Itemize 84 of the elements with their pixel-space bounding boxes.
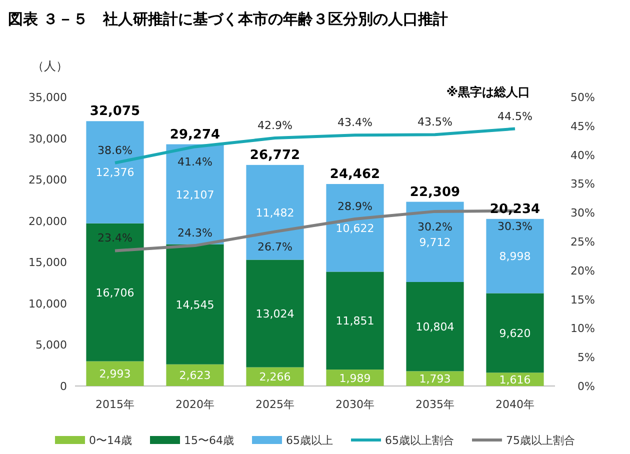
y-tick-label: 10,000: [28, 297, 67, 310]
bar: [166, 244, 224, 364]
data-label: 41.4%: [178, 156, 212, 169]
x-tick-label: 2025年: [256, 398, 294, 411]
annotation: ※黒字は総人口: [446, 85, 530, 99]
data-label: 43.5%: [418, 116, 452, 129]
data-label: 11,482: [256, 206, 294, 220]
y-tick-label: 15,000: [28, 256, 67, 270]
bar: [486, 293, 544, 373]
y2-tick-label: 15%: [570, 293, 595, 306]
data-label: 30.3%: [498, 220, 532, 233]
y-tick-label: 30,000: [28, 132, 67, 146]
data-label: 12,107: [176, 188, 214, 202]
data-label: 30.2%: [418, 220, 452, 234]
data-label: 11,851: [336, 314, 374, 328]
bar: [86, 223, 144, 362]
y-tick-label: 35,000: [28, 91, 67, 104]
bar: [326, 184, 384, 272]
data-label: 9,620: [499, 326, 531, 340]
bar: [246, 260, 304, 368]
data-label: 2,623: [179, 369, 211, 382]
data-label: 44.5%: [498, 110, 532, 123]
y2-tick-label: 10%: [570, 322, 595, 336]
data-label: 38.6%: [98, 144, 132, 157]
bar: [406, 282, 464, 372]
x-tick-label: 2035年: [416, 398, 454, 411]
legend-label: 15〜64歳: [184, 434, 234, 447]
data-label: 1,793: [419, 372, 451, 386]
total-label: 20,234: [490, 202, 540, 217]
x-tick-label: 2020年: [176, 398, 214, 411]
bar: [406, 202, 464, 282]
y2-tick-label: 5%: [578, 351, 595, 364]
total-label: 24,462: [330, 167, 380, 182]
data-label: 26.7%: [258, 240, 292, 254]
y-axis-title: （人）: [32, 59, 68, 73]
bar: [326, 272, 384, 370]
bar: [486, 218, 544, 294]
y-tick-label: 25,000: [28, 174, 67, 187]
data-label: 1,616: [499, 373, 531, 386]
bar: [86, 121, 144, 224]
legend-label: 65歳以上割合: [385, 434, 454, 447]
y2-tick-label: 0%: [578, 380, 595, 393]
data-label: 14,545: [176, 298, 214, 312]
x-tick-label: 2015年: [96, 398, 134, 411]
total-label: 26,772: [250, 148, 300, 163]
legend-label: 0〜14歳: [89, 434, 132, 447]
data-label: 2,266: [259, 370, 291, 384]
legend-label: 75歳以上割合: [506, 434, 575, 447]
y-tick-label: 5,000: [36, 338, 67, 352]
y2-tick-label: 50%: [570, 91, 595, 104]
total-label: 32,075: [90, 104, 140, 120]
total-label: 22,309: [410, 184, 460, 200]
bar: [406, 371, 464, 386]
bar: [166, 144, 224, 244]
data-label: 16,706: [96, 286, 134, 300]
y2-tick-label: 45%: [570, 120, 595, 133]
y-tick-label: 20,000: [28, 214, 67, 228]
x-tick-label: 2040年: [496, 398, 534, 411]
bar: [86, 361, 144, 386]
bar: [246, 164, 304, 260]
data-label: 1,989: [339, 372, 371, 385]
data-label: 23.4%: [98, 232, 132, 245]
chart-title: 図表 ３－５ 社人研推計に基づく本市の年齢３区分別の人口推計: [8, 10, 448, 28]
data-label: 9,712: [419, 236, 451, 249]
legend-label: 65歳以上: [286, 434, 333, 447]
y2-tick-label: 30%: [570, 206, 595, 220]
data-label: 12,376: [96, 166, 134, 180]
bar: [166, 364, 224, 386]
y2-tick-label: 20%: [570, 264, 595, 278]
data-label: 10,622: [336, 222, 374, 235]
data-label: 28.9%: [338, 200, 372, 213]
y2-tick-label: 40%: [570, 148, 595, 162]
data-label: 2,993: [99, 368, 131, 381]
data-label: 8,998: [499, 250, 531, 264]
x-tick-label: 2030年: [336, 398, 374, 411]
data-label: 24.3%: [178, 226, 212, 240]
data-label: 13,024: [256, 308, 294, 321]
y2-tick-label: 35%: [570, 178, 595, 191]
data-label: 42.9%: [258, 119, 292, 132]
total-label: 29,274: [170, 127, 220, 142]
data-label: 10,804: [416, 320, 454, 334]
data-label: 43.4%: [338, 116, 372, 130]
y2-tick-label: 25%: [570, 236, 595, 248]
y-tick-label: 0: [60, 380, 67, 393]
